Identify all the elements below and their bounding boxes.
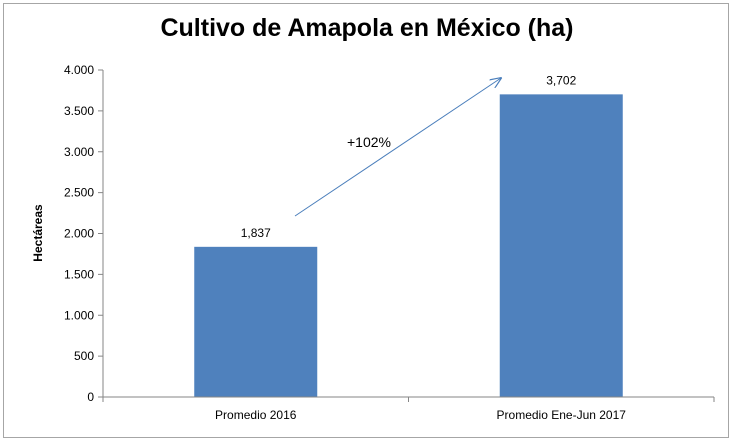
y-axis-title: Hectáreas: [31, 204, 45, 262]
y-tick-label: 3.500: [64, 104, 94, 118]
data-label: 1,837: [241, 226, 271, 240]
bars: [194, 94, 623, 397]
x-tick-label: Promedio 2016: [215, 408, 297, 422]
x-tick-label: Promedio Ene-Jun 2017: [497, 408, 627, 422]
y-tick-label: 2.000: [64, 227, 94, 241]
y-tick-label: 0: [87, 390, 94, 404]
growth-annotation: +102%: [347, 134, 391, 150]
y-tick-label: 2.500: [64, 186, 94, 200]
y-tick-label: 1.000: [64, 308, 94, 322]
growth-arrow: [294, 78, 501, 217]
bar: [194, 246, 318, 397]
y-tick-label: 4.000: [64, 63, 94, 77]
data-label: 3,702: [546, 73, 576, 87]
y-axis-ticks: 0 500 1.000 1.500 2.000 2.500 3.000 3.500 4.000: [64, 63, 103, 404]
x-axis-ticks: [102, 397, 715, 402]
y-tick-label: 500: [74, 349, 94, 363]
data-labels: 1,837 3,702: [241, 73, 577, 239]
y-tick-label: 3.000: [64, 145, 94, 159]
x-axis-labels: Promedio 2016 Promedio Ene-Jun 2017: [215, 408, 626, 422]
y-tick-label: 1.500: [64, 267, 94, 281]
chart-title: Cultivo de Amapola en México (ha): [160, 14, 574, 42]
bar: [499, 94, 623, 397]
